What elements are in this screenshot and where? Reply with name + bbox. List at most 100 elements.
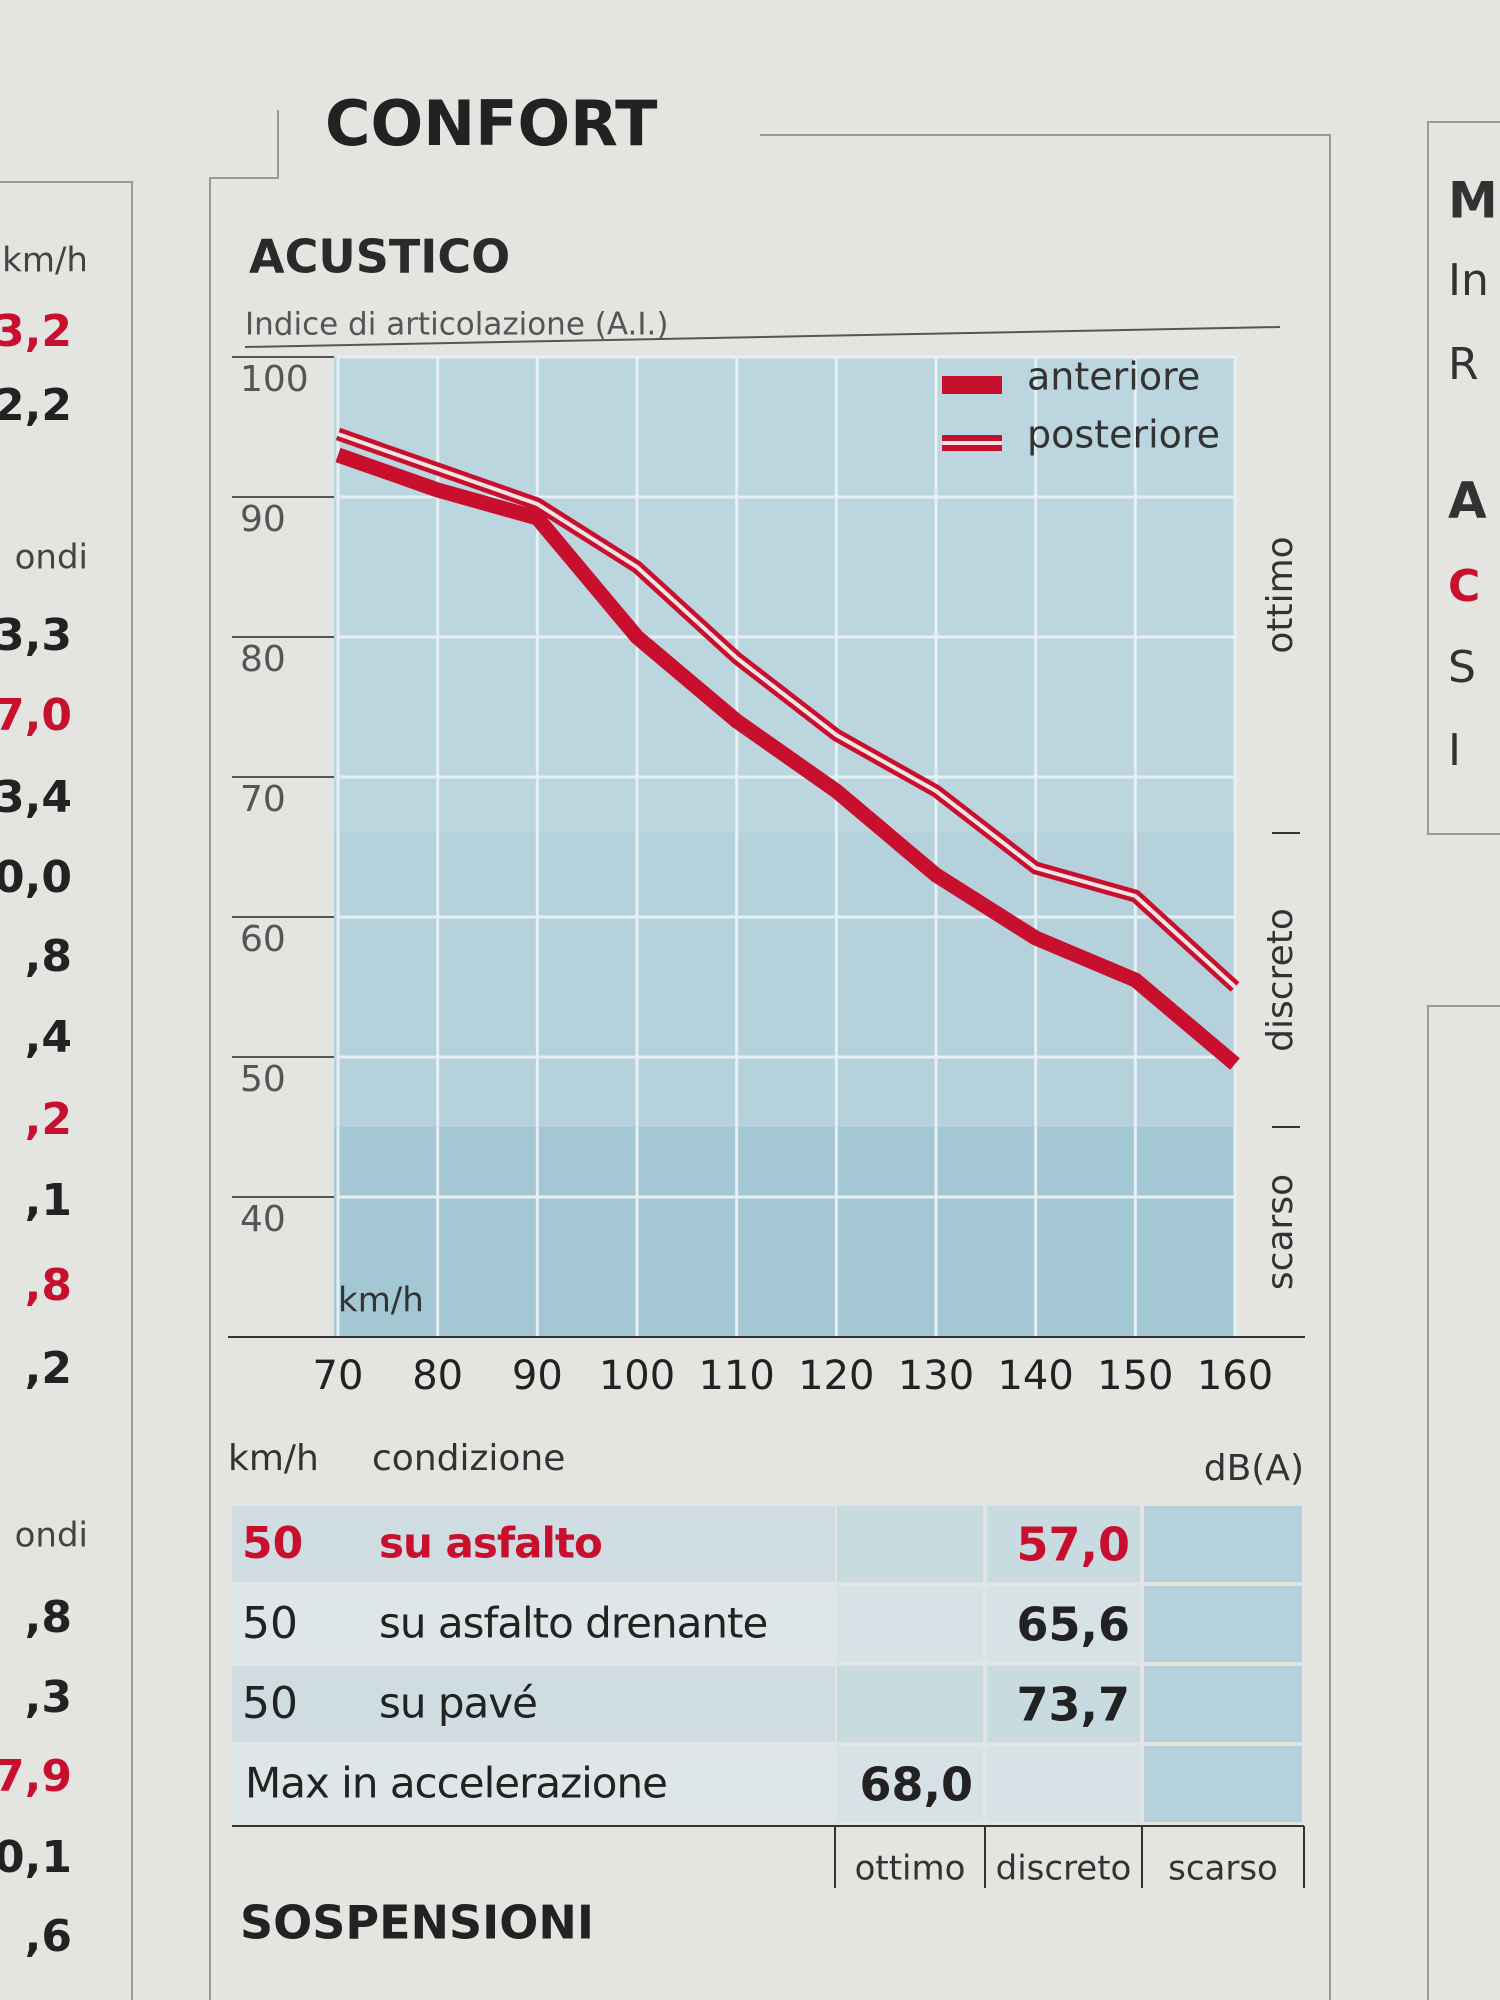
left-fragment: ,6 — [25, 1911, 72, 1962]
left-fragment: ,8 — [25, 1260, 72, 1311]
y-tick-label: 40 — [240, 1199, 286, 1240]
table-header: km/h — [228, 1438, 319, 1479]
left-fragment: ondi — [15, 1516, 88, 1556]
row-condition: su pavé — [379, 1679, 537, 1728]
rating-cell — [1144, 1586, 1302, 1662]
right-fragment: C — [1448, 561, 1480, 612]
right-fragment: In — [1448, 255, 1489, 306]
left-fragment: ,8 — [25, 931, 72, 982]
y-tick-label: 60 — [240, 919, 286, 960]
rating-cell — [987, 1506, 1140, 1582]
row-condition: su asfalto — [379, 1519, 602, 1568]
zone-band — [334, 1127, 1235, 1337]
x-tick-label: 160 — [1197, 1353, 1273, 1399]
x-unit: km/h — [338, 1281, 424, 1321]
zone-label: ottimo — [1260, 536, 1301, 653]
x-tick-label: 80 — [412, 1353, 463, 1399]
chart-title: ACUSTICO — [249, 230, 510, 284]
rating-cell — [987, 1586, 1140, 1662]
table-header: condizione — [372, 1438, 565, 1479]
x-tick-label: 110 — [698, 1353, 774, 1399]
legend-swatch — [942, 376, 1002, 394]
right-fragment: M — [1448, 172, 1498, 230]
row-value: 73,7 — [1017, 1678, 1131, 1732]
left-fragment: 3,4 — [0, 772, 72, 823]
fragments: km/h 3,2 2,2 ondi 3,3 7,0 3,4 0,0 ,8 ,4 ,2 ,1 ,8 ,2 on… — [0, 172, 1498, 1963]
row-value: 68,0 — [860, 1758, 974, 1812]
y-tick-label: 70 — [240, 779, 286, 820]
chart-subtitle: Indice di articolazione (A.I.) — [245, 307, 668, 343]
right-fragment: S — [1448, 642, 1476, 693]
right-fragment: A — [1448, 472, 1487, 530]
series-line-inner — [337, 432, 1237, 989]
row-value: 65,6 — [1017, 1598, 1131, 1652]
x-tick-label: 100 — [599, 1353, 675, 1399]
y-tick-label: 100 — [240, 359, 309, 400]
subtitle-rule — [244, 326, 1281, 348]
rating-label: ottimo — [855, 1849, 966, 1889]
row-speed: 50 — [242, 1598, 298, 1649]
card-border — [209, 110, 1331, 2000]
rating-cell — [837, 1666, 983, 1742]
rating-cell — [837, 1746, 983, 1822]
rating-label: scarso — [1168, 1849, 1278, 1889]
rating-cell — [1144, 1666, 1302, 1742]
x-tick-label: 70 — [313, 1353, 364, 1399]
right-box-2 — [1427, 1005, 1500, 2000]
row-speed: 50 — [242, 1518, 303, 1569]
left-fragment: ,2 — [25, 1094, 72, 1145]
page-title: CONFORT — [325, 87, 657, 160]
row-band — [232, 1586, 835, 1662]
plot: scarso discreto ottimo 70 80 90 100 110 120 130 14… — [228, 355, 1305, 1399]
left-box — [0, 181, 133, 2000]
row-speed: 50 — [242, 1678, 298, 1729]
left-fragment: ,8 — [25, 1592, 72, 1643]
row-band — [232, 1666, 835, 1742]
row-band — [232, 1746, 835, 1822]
zone-band — [334, 833, 1235, 1127]
left-fragment: 7,9 — [0, 1751, 72, 1802]
rating-cell — [837, 1506, 983, 1582]
right-fragment: I — [1448, 725, 1461, 776]
y-tick-label: 50 — [240, 1059, 286, 1100]
rating-cell — [837, 1586, 983, 1662]
table-header: dB(A) — [1204, 1448, 1304, 1489]
left-fragment: 7,0 — [0, 690, 72, 741]
rating-label: discreto — [996, 1849, 1132, 1889]
row-condition: Max in accelerazione — [245, 1759, 667, 1808]
rating-cell — [987, 1746, 1140, 1822]
left-fragment: km/h — [2, 241, 88, 281]
zone-label: discreto — [1260, 908, 1301, 1052]
right-box — [1427, 121, 1500, 835]
left-fragment: 0,1 — [0, 1832, 72, 1883]
x-tick-label: 90 — [512, 1353, 563, 1399]
left-fragment: ,1 — [25, 1175, 72, 1226]
left-fragment: ,3 — [25, 1672, 72, 1723]
series-line — [335, 447, 1240, 1070]
left-fragment: ,2 — [25, 1343, 72, 1394]
left-fragment: 3,2 — [0, 306, 72, 357]
left-fragment: ,4 — [25, 1012, 72, 1063]
rating-cell — [987, 1666, 1140, 1742]
row-condition: su asfalto drenante — [379, 1599, 767, 1648]
left-fragment: ondi — [15, 538, 88, 578]
x-tick-label: 150 — [1097, 1353, 1173, 1399]
y-tick-label: 80 — [240, 639, 286, 680]
x-tick-label: 120 — [798, 1353, 874, 1399]
legend-swatch-inner — [942, 441, 1002, 445]
x-tick-label: 130 — [898, 1353, 974, 1399]
table: km/h condizione dB(A) 50 su asfalto 57,0 50 su … — [228, 1438, 1305, 1889]
left-fragment: 3,3 — [0, 610, 72, 661]
row-value: 57,0 — [1017, 1518, 1131, 1572]
zone-label: scarso — [1260, 1174, 1301, 1290]
legend-label: anteriore — [1027, 355, 1200, 399]
rating-cell — [1144, 1506, 1302, 1582]
left-fragment: 2,2 — [0, 380, 72, 431]
section-title: SOSPENSIONI — [240, 1896, 594, 1950]
rating-cell — [1144, 1746, 1302, 1822]
x-tick-label: 140 — [997, 1353, 1073, 1399]
right-fragment: R — [1448, 339, 1479, 390]
y-tick-label: 90 — [240, 499, 286, 540]
left-fragment: 0,0 — [0, 852, 72, 903]
